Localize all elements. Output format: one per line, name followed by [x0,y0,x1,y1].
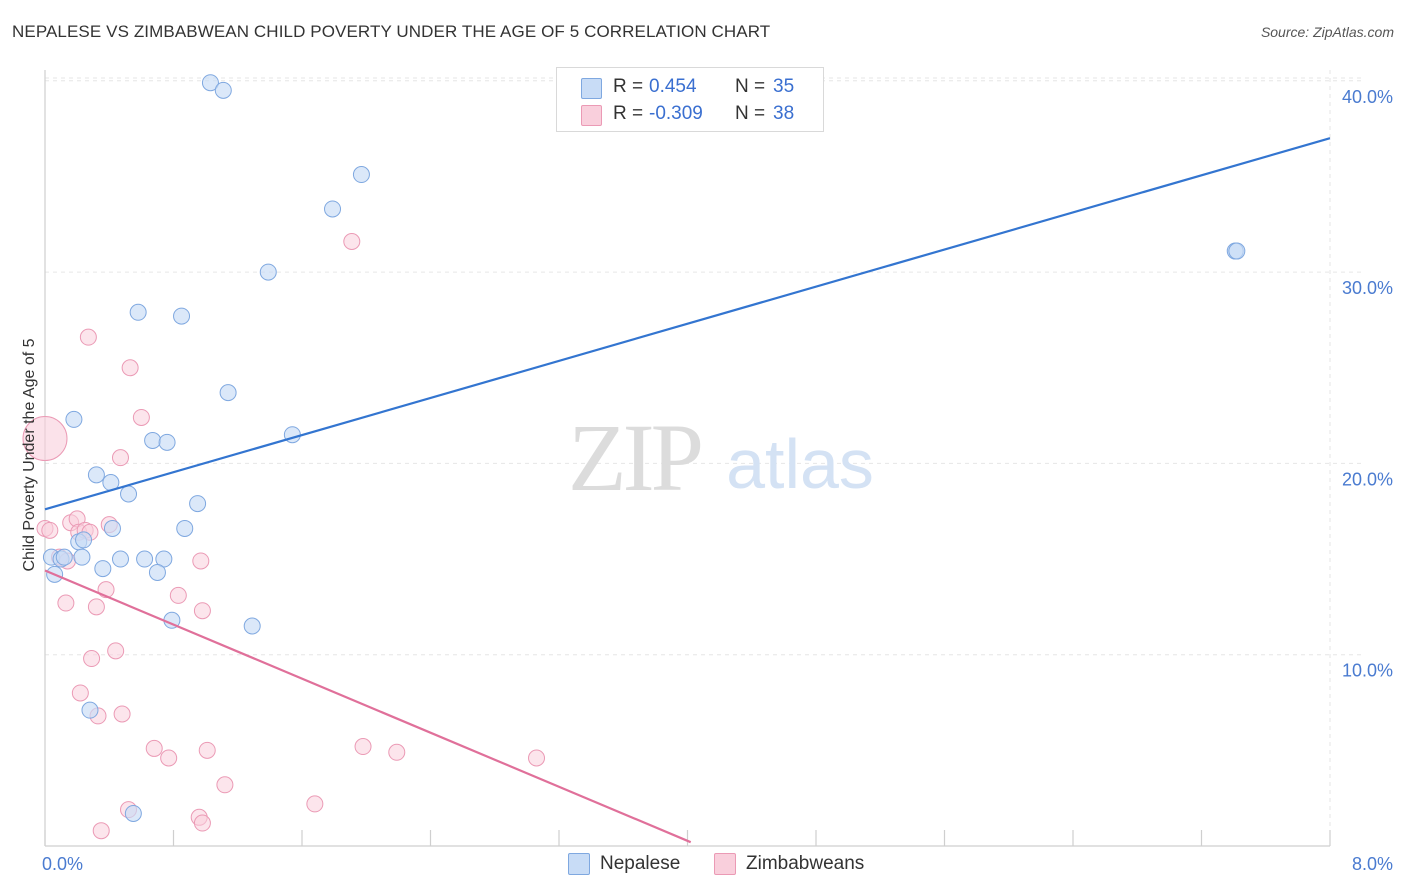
zimbabwean-point [169,586,187,604]
zimbabwean-point [121,359,139,377]
tick-labels: 10.0% 20.0% 30.0% 40.0% 0.0% 8.0% [42,87,1393,874]
zimbabwean-point [306,795,324,813]
nepalese-legend-label: Nepalese [600,853,681,874]
zimbabwean-point [57,594,75,612]
zimbabwean-point [198,741,216,759]
zimbabwean-point [107,642,125,660]
zimbabwean-point [92,822,110,840]
nepalese-point [103,519,121,537]
nepalese-point [144,431,162,449]
y-tick-label: 40.0% [1342,87,1393,107]
zimbabwean-point [193,814,211,832]
nepalese-point [120,485,138,503]
legend-r-label: R = [613,76,644,97]
nepalese-point [87,466,105,484]
legend-r-label: R = [613,103,644,124]
nepalese-point [111,550,129,568]
nepalese-point [201,74,219,92]
nepalese-point [55,548,73,566]
zimbabwean-point [79,328,97,346]
nepalese-trend-line [44,137,1331,511]
y-tick-label: 10.0% [1342,661,1393,681]
nepalese-point [243,617,261,635]
zimbabwean-point [160,749,178,767]
nepalese-point [124,804,142,822]
nepalese-point [173,307,191,325]
y-tick-label: 20.0% [1342,469,1393,489]
nepalese-point [129,303,147,321]
zimbabwean-point [113,705,131,723]
nepalese-point [324,200,342,218]
x-tick-label: 0.0% [42,854,83,874]
zimbabwean-point [354,738,372,756]
nepalese-point [75,531,93,549]
legend-n-label: N = [735,103,766,124]
x-tick-label: 8.0% [1352,854,1393,874]
zimbabwean-point [71,684,89,702]
zimbabwean-point [216,776,234,794]
zimbabwean-legend-label: Zimbabweans [746,853,865,874]
zimbabwean-point [87,598,105,616]
nepalese-legend-swatch [568,853,590,875]
legend-r-value: 0.454 [649,76,697,97]
correlation-legend: R = 0.454 N = 35 R = -0.309 N = 38 [556,67,824,132]
nepalese-point [65,410,83,428]
nepalese-point [219,384,237,402]
legend-n-value: 38 [773,103,795,124]
chart-title: NEPALESE VS ZIMBABWEAN CHILD POVERTY UND… [12,22,771,41]
zimbabwean-point [388,743,406,761]
zimbabwean-point [343,232,361,250]
nepalese-point [214,81,232,99]
watermark-atlas: atlas [726,425,874,503]
zimbabwean-point [528,749,546,767]
legend-n-label: N = [735,76,766,97]
trend-lines [44,137,1331,844]
zimbabwean-point [111,449,129,467]
nepalese-point [158,433,176,451]
zimbabwean-point [192,552,210,570]
legend-r-value: -0.309 [649,103,703,124]
chart-source: Source: ZipAtlas.com [1260,24,1394,40]
zimbabwean-point [22,416,68,462]
legend-n-value: 35 [773,76,795,97]
nepalese-swatch [581,78,602,99]
y-tick-label: 30.0% [1342,278,1393,298]
nepalese-point [176,519,194,537]
nepalese-point [148,563,166,581]
nepalese-point [259,263,277,281]
nepalese-point [94,560,112,578]
zimbabwean-point [193,602,211,620]
zimbabwean-swatch [581,105,602,126]
series-nepalese [42,74,1246,822]
nepalese-point [73,548,91,566]
series-zimbabweans [22,232,546,840]
nepalese-point [81,701,99,719]
zimbabwean-legend-swatch [714,853,736,875]
zimbabwean-point [41,521,59,539]
y-axis-label: Child Poverty Under the Age of 5 [21,338,38,571]
nepalese-point [1228,242,1246,260]
zimbabwean-point [132,408,150,426]
zimbabwean-trend-line [44,569,692,844]
watermark-zip: ZIP [568,404,701,511]
nepalese-point [189,495,207,513]
nepalese-point [136,550,154,568]
watermark: ZIP atlas [568,404,874,511]
nepalese-point [352,166,370,184]
zimbabwean-point [83,650,101,668]
zimbabwean-point [145,739,163,757]
